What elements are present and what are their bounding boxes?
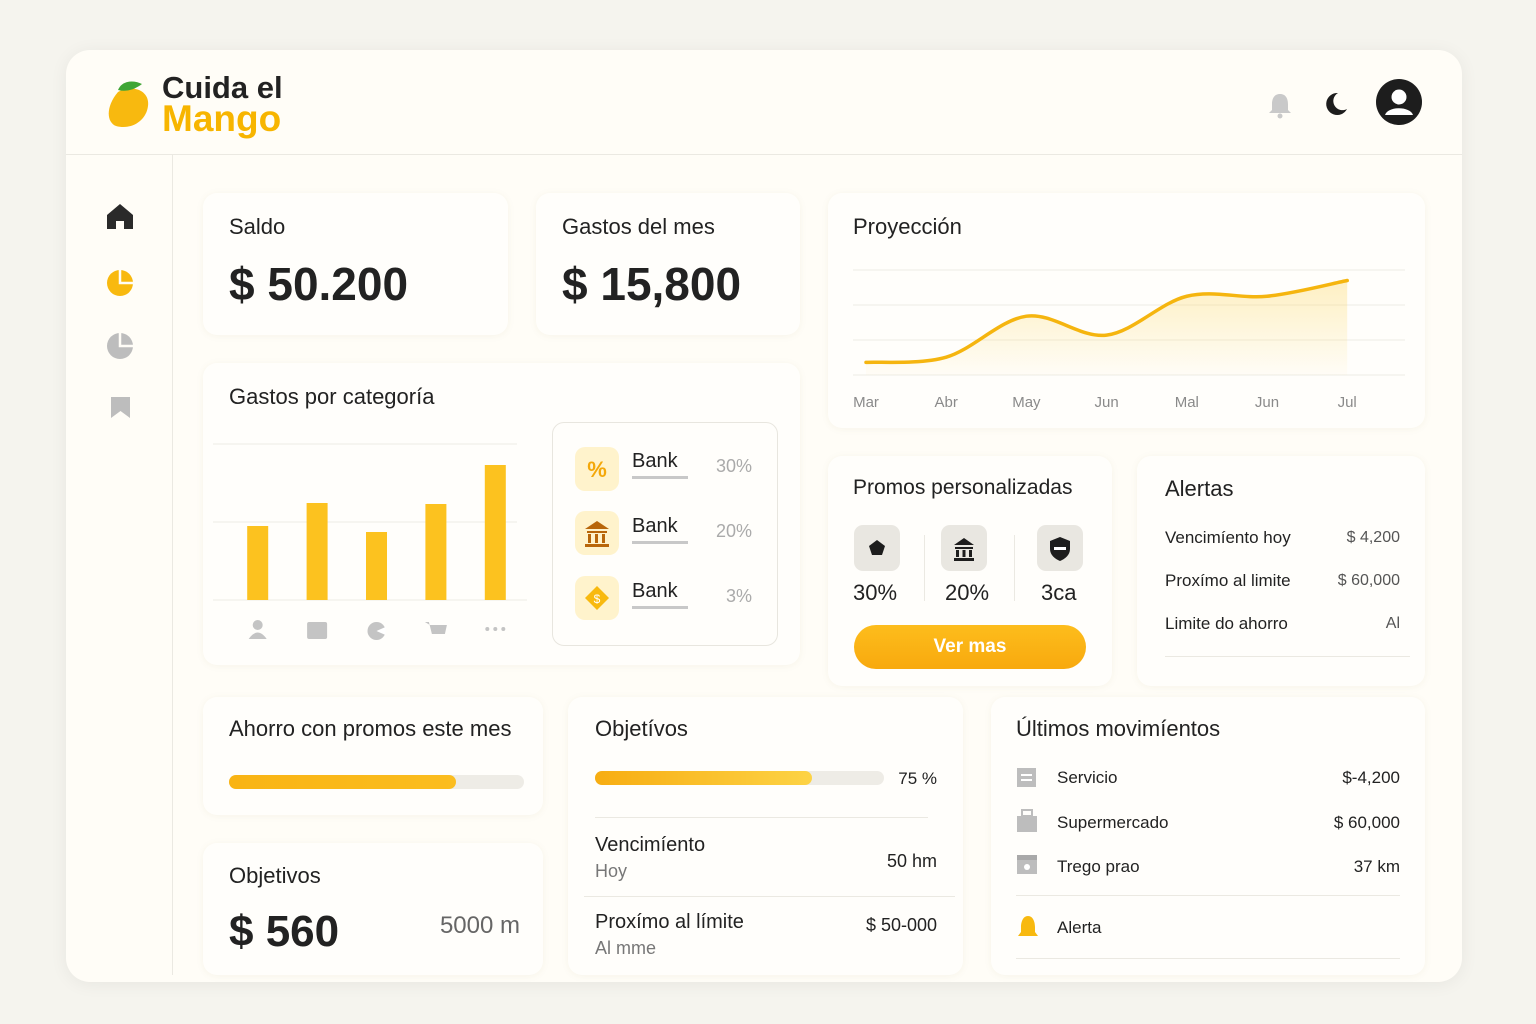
movement-value: $ 60,000 (1333, 813, 1400, 832)
divider (584, 896, 955, 897)
alerts-card (1137, 456, 1425, 686)
alert-label: Proxímo al limite (1165, 571, 1291, 590)
card-value: $ 50.200 (229, 258, 409, 310)
nav-home[interactable] (106, 202, 134, 230)
sidebar-divider (172, 155, 173, 975)
movement-label: Servicio (1057, 768, 1118, 787)
underline (632, 476, 688, 479)
movements-card (991, 697, 1425, 975)
goal-value: 50 hm (886, 851, 937, 871)
chart-title: Gastos por categoría (229, 384, 435, 409)
alert-label: Limite do ahorro (1165, 614, 1288, 633)
movement-alert: Alerta (1057, 918, 1102, 937)
chart-title: Proyección (853, 214, 962, 239)
progress-fill (229, 775, 457, 789)
card-title: Saldo (229, 214, 286, 239)
header-divider (66, 154, 1462, 155)
divider (1014, 535, 1015, 601)
alert-label: Vencimíento hoy (1165, 528, 1291, 547)
progress-fill (595, 771, 812, 785)
goal-target: 5000 m (439, 912, 520, 939)
promo-icon (854, 525, 900, 571)
category-share: 20% (715, 521, 752, 541)
underline (632, 541, 688, 544)
category-label: Bank (632, 450, 678, 472)
balance-card (203, 193, 508, 335)
progress-label: 75 % (898, 769, 937, 788)
savings-card (203, 697, 543, 815)
movement-value: 37 km (1353, 857, 1400, 876)
underline (632, 606, 688, 609)
avatar-button[interactable] (1375, 78, 1423, 126)
card-title: Promos personalizadas (853, 476, 1073, 499)
card-title: Gastos del mes (562, 214, 715, 239)
nav-stats[interactable] (106, 268, 136, 298)
promo-icon (1037, 525, 1083, 571)
divider (595, 817, 928, 818)
goal-summary-card (203, 843, 543, 975)
promo-value: 3ca (1041, 580, 1077, 605)
card-value: $ 560 (229, 907, 340, 956)
category-share: 30% (715, 456, 752, 476)
see-more-button[interactable]: Ver mas (854, 625, 1086, 669)
divider (1165, 656, 1410, 657)
goals-card (568, 697, 963, 975)
movement-icons (1017, 768, 1037, 874)
movement-label: Trego prao (1057, 857, 1140, 876)
category-share: 3% (725, 586, 752, 606)
card-title: Ahorro con promos este mes (229, 716, 512, 741)
movement-label: Supermercado (1057, 813, 1169, 832)
alert-value: $ 60,000 (1337, 572, 1400, 589)
expenses-card (536, 193, 800, 335)
category-icon (575, 511, 619, 555)
category-label: Bank (632, 515, 678, 537)
movement-value: $-4,200 (1342, 768, 1400, 787)
promo-value: 30% (853, 580, 898, 605)
card-value: $ 15,800 (562, 258, 742, 310)
brand-top: Cuida el (162, 70, 283, 105)
category-icon: % (575, 447, 619, 491)
logo-icon (108, 81, 149, 128)
goal-subtitle: Al mme (595, 938, 657, 958)
alert-value: $ 4,200 (1346, 529, 1400, 546)
category-icon: $ (575, 576, 619, 620)
card-title: Alertas (1165, 476, 1234, 501)
goal-title: Proxímo al límite (595, 911, 744, 933)
goal-value: $ 50-000 (865, 915, 937, 935)
svg-text:$: $ (594, 592, 601, 606)
promo-value: 20% (945, 580, 990, 605)
goal-subtitle: Hoy (595, 861, 628, 881)
card-title: Objetívos (595, 716, 688, 741)
bell-button[interactable] (1266, 90, 1294, 120)
alert-icon (1018, 916, 1038, 936)
nav-reports[interactable] (106, 332, 136, 362)
brand-bottom: Mango (162, 98, 282, 139)
divider (1016, 958, 1400, 959)
divider (924, 535, 925, 601)
promo-icon (941, 525, 987, 571)
alert-value: Al (1385, 615, 1400, 632)
divider (1016, 895, 1400, 896)
nav-saved[interactable] (110, 396, 132, 420)
card-title: Últimos movimíentos (1016, 716, 1221, 741)
goal-title: Vencimíento (595, 834, 706, 856)
svg-text:%: % (587, 457, 607, 482)
card-title: Objetivos (229, 863, 321, 888)
category-label: Bank (632, 580, 678, 602)
theme-button[interactable] (1322, 90, 1350, 118)
